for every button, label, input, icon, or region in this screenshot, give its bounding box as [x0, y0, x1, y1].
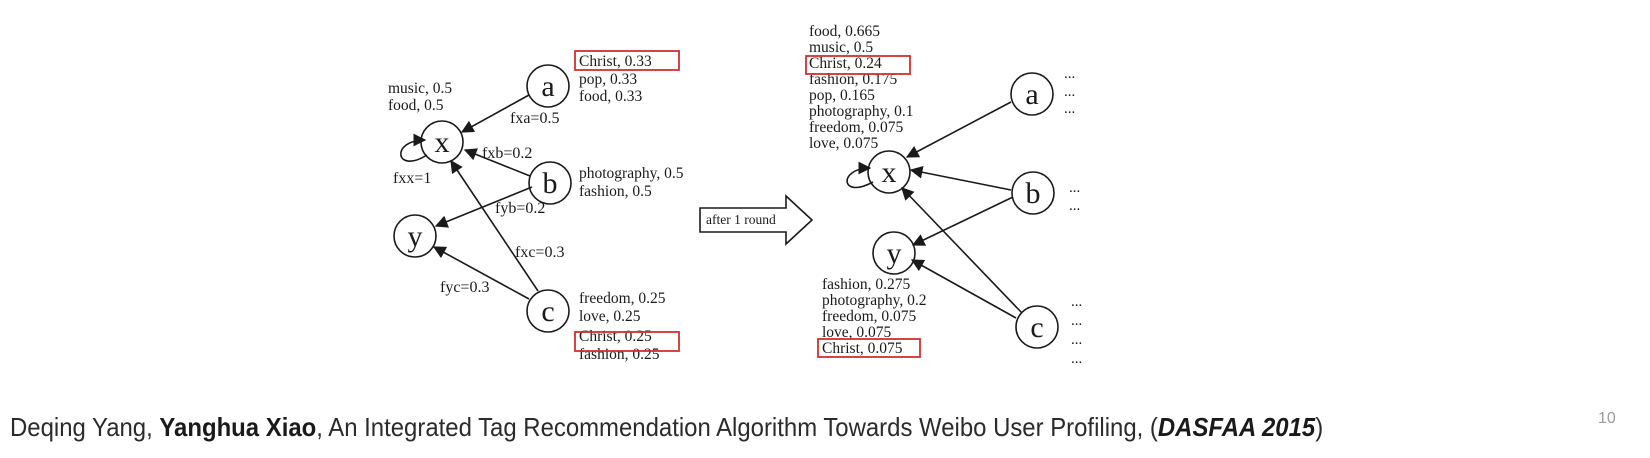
node-y-label: y — [887, 237, 902, 270]
ellipsis: ... — [1064, 66, 1075, 82]
left-graph — [393, 64, 572, 333]
left-c-tag: love, 0.25 — [579, 308, 641, 325]
left-c-tag: Christ, 0.25 — [579, 328, 652, 345]
right-x-tag: music, 0.5 — [809, 39, 873, 56]
edge-label-fxc: fxc=0.3 — [515, 244, 564, 261]
edge-b-to-x — [463, 148, 531, 177]
right-x-tag: Christ, 0.24 — [809, 55, 882, 72]
right-x-tag: freedom, 0.075 — [809, 119, 904, 136]
edge-x-self-loop — [400, 133, 428, 162]
right-x-tag: food, 0.665 — [809, 23, 880, 40]
after-round-arrow: after 1 round — [699, 194, 814, 246]
left-a-tag: food, 0.33 — [579, 88, 643, 105]
right-graph — [846, 72, 1059, 349]
right-y-tag: fashion, 0.275 — [822, 276, 911, 293]
ellipsis: ... — [1069, 198, 1080, 214]
citation: Deqing Yang, Yanghua Xiao, An Integrated… — [10, 412, 1323, 443]
ellipsis: ... — [1069, 180, 1080, 196]
node-b-label: b — [543, 167, 558, 200]
right-x-tag: fashion, 0.175 — [809, 71, 898, 88]
left-a-tag: Christ, 0.33 — [579, 53, 652, 70]
ellipsis: ... — [1071, 351, 1082, 367]
node-a — [526, 64, 570, 108]
node-c — [1015, 305, 1059, 349]
citation-author2: Yanghua Xiao — [159, 412, 317, 442]
edge-b-to-y — [911, 196, 1014, 246]
right-x-tag: love, 0.075 — [809, 135, 879, 152]
edge-x-self-loop — [846, 161, 874, 189]
edge-label-fxa: fxa=0.5 — [510, 110, 559, 127]
node-c-label: c — [541, 295, 554, 328]
ellipsis: ... — [1071, 294, 1082, 310]
node-y — [872, 231, 916, 275]
node-x — [420, 120, 464, 164]
ellipsis: ... — [1064, 84, 1075, 100]
citation-title: , An Integrated Tag Recommendation Algor… — [316, 412, 1158, 442]
highlight-box-a-christ — [574, 50, 680, 71]
page-number: 10 — [1598, 410, 1616, 427]
ellipsis: ... — [1071, 313, 1082, 329]
node-a-label: a — [1025, 78, 1038, 111]
ellipsis: ... — [1064, 101, 1075, 117]
right-x-tag: photography, 0.1 — [809, 103, 913, 120]
edge-a-to-x — [460, 94, 530, 133]
right-y-tag: freedom, 0.075 — [822, 308, 917, 325]
edge-label-fxx: fxx=1 — [393, 170, 431, 187]
highlight-box-c-christ — [574, 331, 680, 352]
edge-c-to-y — [910, 259, 1017, 319]
edge-c-to-x — [450, 159, 539, 292]
node-a-label: a — [541, 70, 554, 103]
right-x-tag: pop, 0.165 — [809, 87, 875, 104]
node-a — [1010, 72, 1054, 116]
node-c — [526, 289, 570, 333]
node-y — [393, 214, 437, 258]
node-x-label: x — [882, 156, 897, 189]
ellipsis: ... — [1071, 332, 1082, 348]
citation-close: ) — [1315, 412, 1324, 442]
citation-venue: DASFAA 2015 — [1157, 412, 1316, 442]
highlight-box-y-christ — [817, 338, 921, 358]
edge-c-to-y — [432, 246, 530, 300]
right-y-tag: love, 0.075 — [822, 324, 892, 341]
left-c-tag: freedom, 0.25 — [579, 290, 666, 307]
node-b-label: b — [1026, 177, 1041, 210]
edge-b-to-y — [434, 186, 533, 228]
node-x — [867, 150, 911, 194]
edge-label-fyb: fyb=0.2 — [495, 200, 545, 217]
edge-label-fyc: fyc=0.3 — [440, 279, 489, 296]
citation-author1: Deqing Yang, — [10, 412, 153, 442]
left-b-tag: fashion, 0.5 — [579, 183, 652, 200]
left-c-tag: fashion, 0.25 — [579, 346, 660, 363]
left-a-tag: pop, 0.33 — [579, 71, 637, 88]
after-round-label: after 1 round — [706, 212, 776, 227]
node-y-label: y — [408, 220, 423, 253]
edge-c-to-x — [901, 187, 1023, 314]
highlight-box-x-christ — [805, 55, 911, 75]
left-x-tag: food, 0.5 — [388, 97, 444, 114]
right-y-tag: photography, 0.2 — [822, 292, 926, 309]
edge-a-to-x — [905, 101, 1012, 158]
node-x-label: x — [435, 126, 450, 159]
node-c-label: c — [1030, 311, 1043, 344]
node-b — [528, 161, 572, 205]
edge-b-to-x — [909, 165, 1012, 191]
left-b-tag: photography, 0.5 — [579, 165, 684, 182]
edge-label-fxb: fxb=0.2 — [482, 145, 532, 162]
node-b — [1011, 171, 1055, 215]
right-y-tag: Christ, 0.075 — [822, 340, 903, 357]
left-x-tag: music, 0.5 — [388, 80, 452, 97]
